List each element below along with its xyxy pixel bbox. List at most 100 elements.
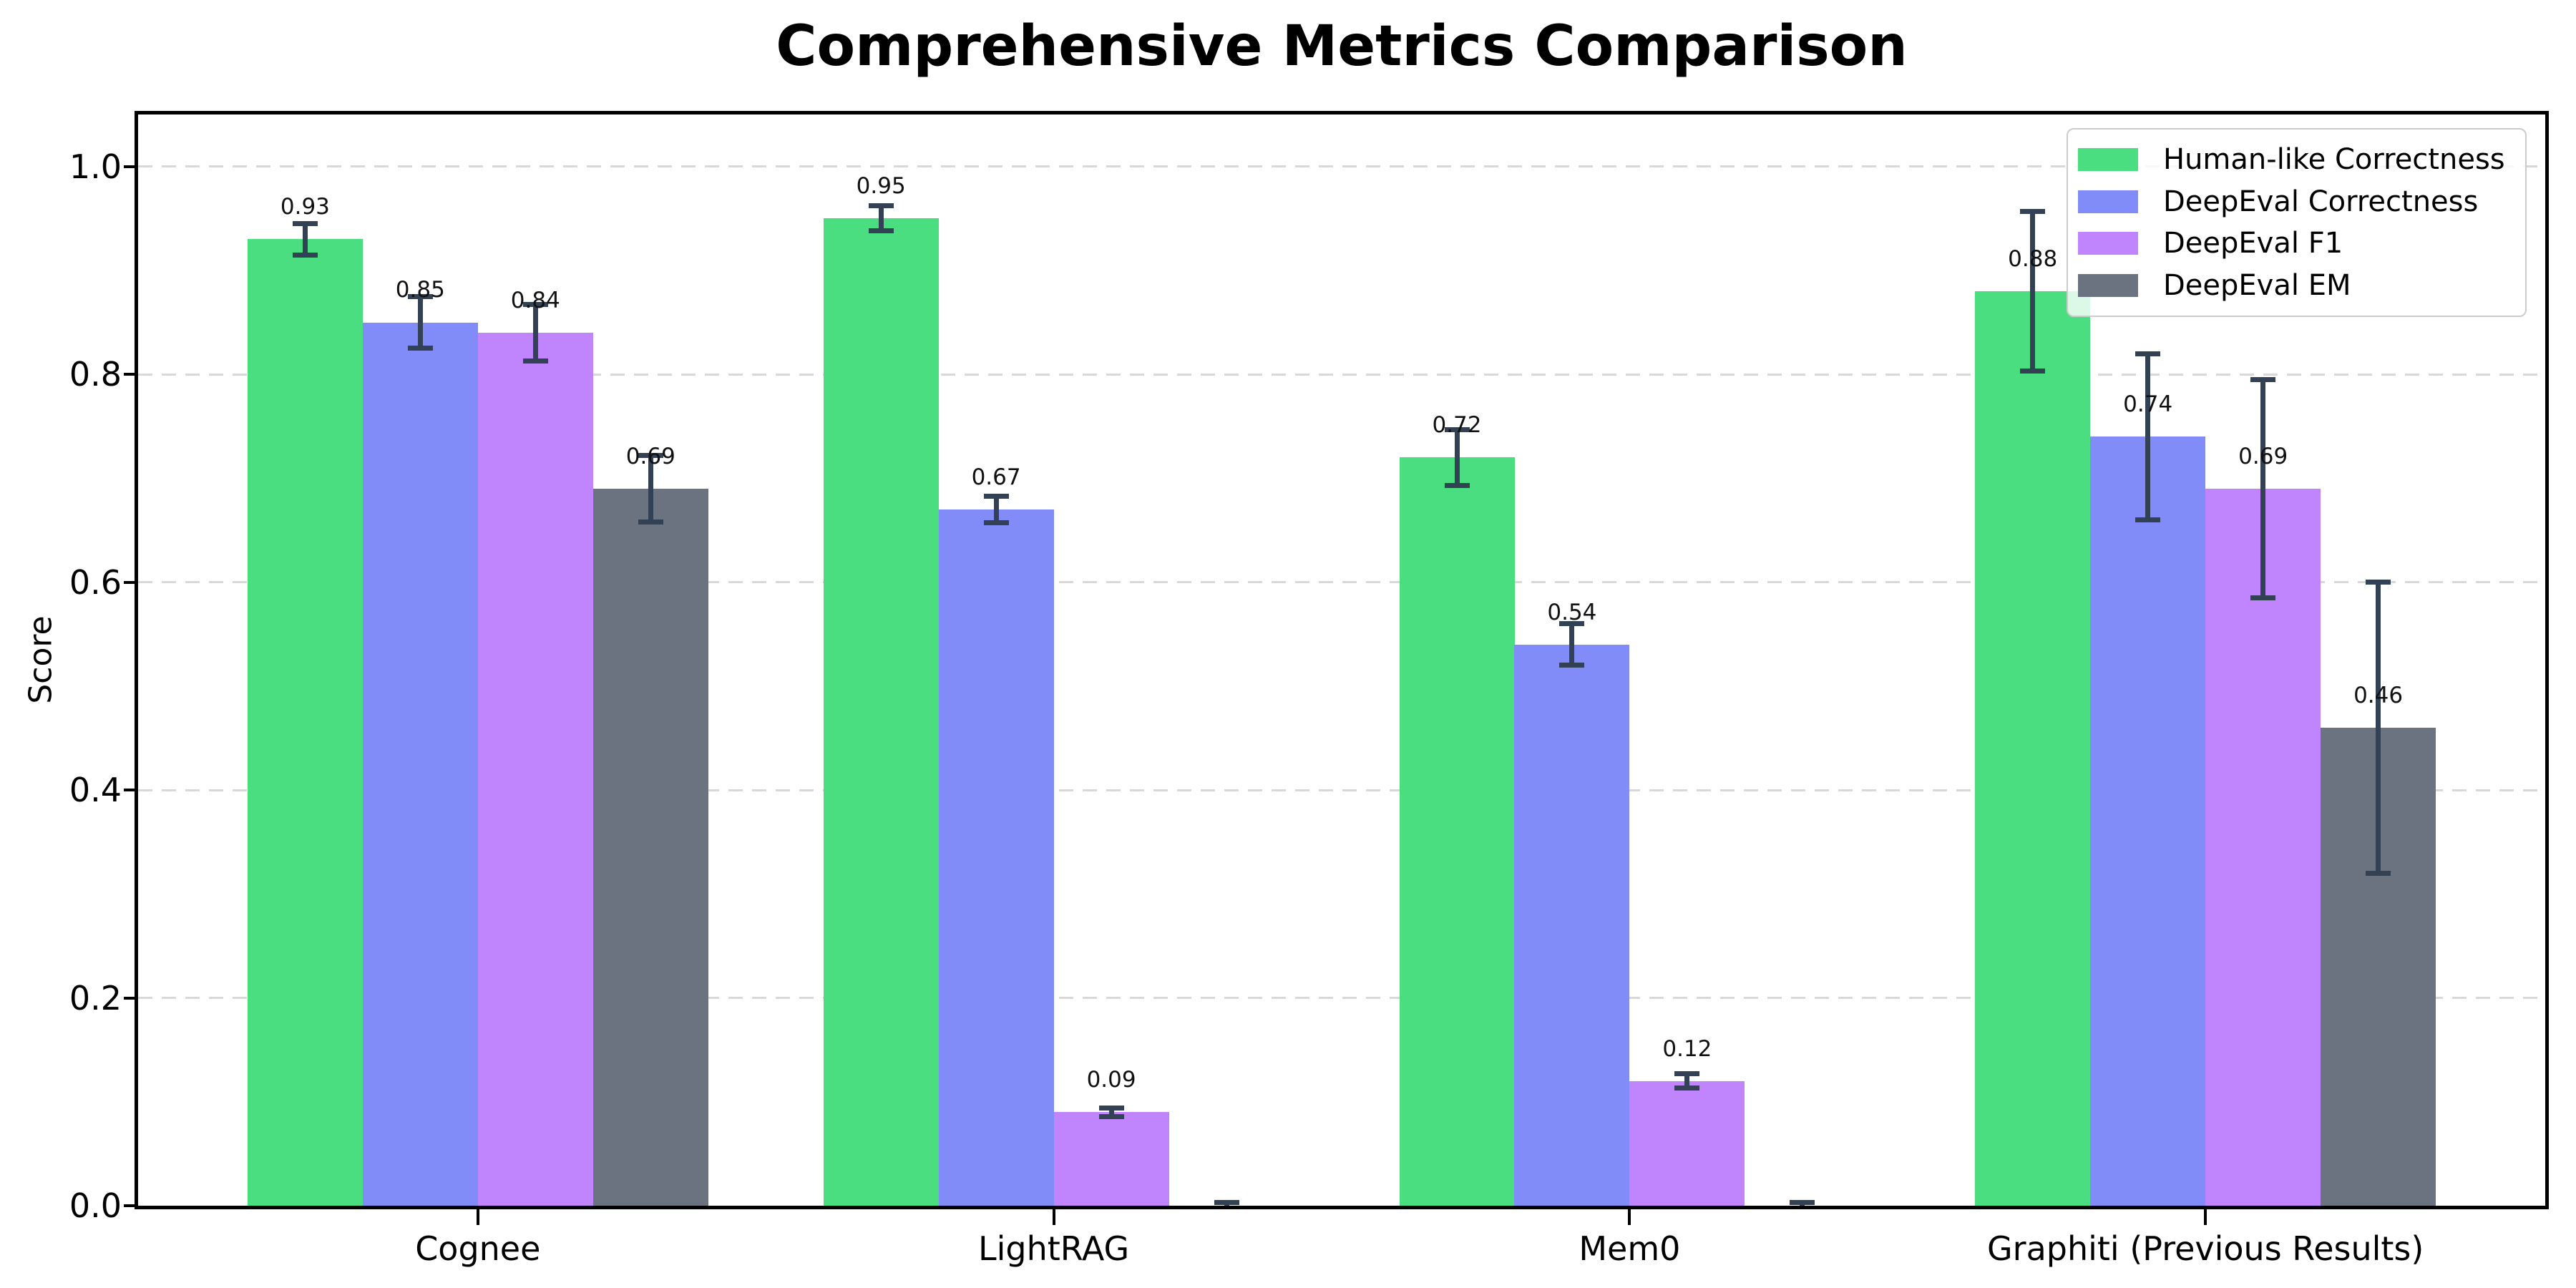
bar-value-label: 0.69 [2238, 443, 2288, 469]
error-bar-cap-bottom [983, 520, 1009, 526]
error-bar-cap-top [2366, 580, 2391, 585]
error-bar [532, 304, 538, 361]
y-tick-label: 0.6 [69, 562, 122, 602]
error-bar [993, 496, 999, 523]
error-bar [302, 223, 308, 255]
error-bar-cap-bottom [522, 358, 548, 364]
error-bar [1684, 1073, 1690, 1088]
error-bar-cap-top [983, 493, 1009, 499]
error-bar-cap-bottom [407, 346, 433, 351]
bar-value-label: 0.46 [2353, 682, 2404, 708]
gridline [138, 581, 2545, 584]
y-tick-label: 1.0 [69, 147, 122, 186]
error-bar [2260, 379, 2266, 598]
error-bar-cap-top [522, 302, 548, 308]
error-bar [2145, 353, 2151, 520]
error-bar-cap-bottom [1098, 1113, 1124, 1119]
bar [1399, 457, 1515, 1206]
y-axis-label: Score [22, 615, 59, 704]
bar-value-label: 0.85 [395, 277, 445, 303]
legend-item: DeepEval EM [2078, 269, 2518, 302]
bar [477, 333, 593, 1206]
error-bar-cap-bottom [638, 519, 663, 525]
y-tick-mark [124, 165, 138, 168]
y-tick-mark [124, 373, 138, 376]
error-bar-cap-top [1098, 1106, 1124, 1111]
y-tick-label: 0.0 [69, 1186, 122, 1225]
x-tick-mark [1052, 1209, 1055, 1225]
chart-title: Comprehensive Metrics Comparison [776, 14, 1908, 79]
error-bar-cap-bottom [2135, 517, 2161, 522]
y-tick-mark [124, 580, 138, 584]
bar-value-label: 0.88 [2008, 245, 2058, 272]
bar [1514, 644, 1630, 1206]
bar-value-label: 0.67 [971, 464, 1021, 490]
legend-item-label: DeepEval Correctness [2163, 185, 2479, 218]
error-bar-cap-bottom [1444, 483, 1470, 488]
x-tick-label: LightRAG [977, 1229, 1130, 1268]
bar-value-label: 0.72 [1432, 412, 1482, 439]
gridline [138, 997, 2545, 999]
bar [823, 218, 939, 1206]
legend: Human-like Correctness DeepEval Correctn… [2067, 128, 2527, 317]
bar [247, 239, 363, 1206]
bar [938, 509, 1054, 1206]
gridline [138, 165, 2545, 168]
bar-value-label: 0.69 [625, 443, 675, 469]
bar [2205, 488, 2321, 1206]
bar-value-label: 0.54 [1547, 599, 1597, 625]
legend-item: DeepEval Correctness [2078, 185, 2518, 218]
x-tick-label: Mem0 [1579, 1229, 1681, 1268]
x-tick-mark [476, 1209, 479, 1225]
y-tick-mark [124, 1204, 138, 1207]
error-bar-cap-top [1674, 1071, 1700, 1076]
error-bar [1108, 1108, 1114, 1117]
legend-item: Human-like Correctness [2078, 143, 2518, 176]
bar [1975, 291, 2091, 1206]
error-bar [2030, 211, 2036, 371]
error-bar-cap-bottom [868, 228, 894, 234]
error-bar-cap-bottom [2250, 595, 2276, 600]
gridline [138, 373, 2545, 376]
legend-item-label: Human-like Correctness [2163, 142, 2505, 176]
error-bar-cap-bottom [2020, 369, 2046, 374]
error-bar-cap-top [1214, 1200, 1239, 1206]
bar-value-label: 0.09 [1086, 1067, 1136, 1093]
y-tick-mark [124, 789, 138, 791]
x-tick-mark [1628, 1209, 1631, 1225]
error-bar [878, 205, 884, 231]
legend-swatch [2078, 232, 2138, 255]
error-bar-cap-top [638, 452, 663, 458]
bar-value-label: 0.12 [1662, 1035, 1712, 1062]
error-bar [1569, 623, 1575, 665]
error-bar-cap-top [407, 293, 433, 299]
error-bar-cap-top [868, 203, 894, 209]
error-bar-cap-top [1444, 426, 1470, 432]
error-bar-cap-bottom [1674, 1085, 1700, 1091]
legend-item-label: DeepEval F1 [2163, 227, 2343, 260]
error-bar-cap-bottom [2366, 870, 2391, 876]
bar-value-label: 0.93 [280, 194, 330, 220]
legend-swatch [2078, 274, 2138, 298]
bar [362, 322, 478, 1206]
bar [592, 488, 708, 1206]
bar [1629, 1080, 1745, 1206]
error-bar-cap-top [1790, 1200, 1815, 1206]
error-bar-cap-bottom [1559, 663, 1585, 668]
error-bar-cap-top [2135, 351, 2161, 356]
legend-item-label: DeepEval EM [2163, 269, 2351, 303]
error-bar [2376, 582, 2381, 874]
error-bar-cap-top [2020, 208, 2046, 214]
y-tick-label: 0.8 [69, 355, 122, 394]
error-bar-cap-top [292, 221, 318, 226]
legend-swatch [2078, 190, 2138, 213]
error-bar [417, 296, 423, 348]
legend-item: DeepEval F1 [2078, 227, 2518, 260]
error-bar [1454, 429, 1460, 486]
legend-swatch [2078, 147, 2138, 171]
plot-area-inner: 0.93 0.95 0.72 0.88 0.85 0.67 0.54 0.74 0.84 0.09… [138, 114, 2545, 1206]
bar [2090, 436, 2206, 1206]
x-tick-label: Graphiti (Previous Results) [1987, 1229, 2424, 1268]
y-tick-mark [124, 996, 138, 1000]
x-tick-mark [2204, 1209, 2207, 1225]
